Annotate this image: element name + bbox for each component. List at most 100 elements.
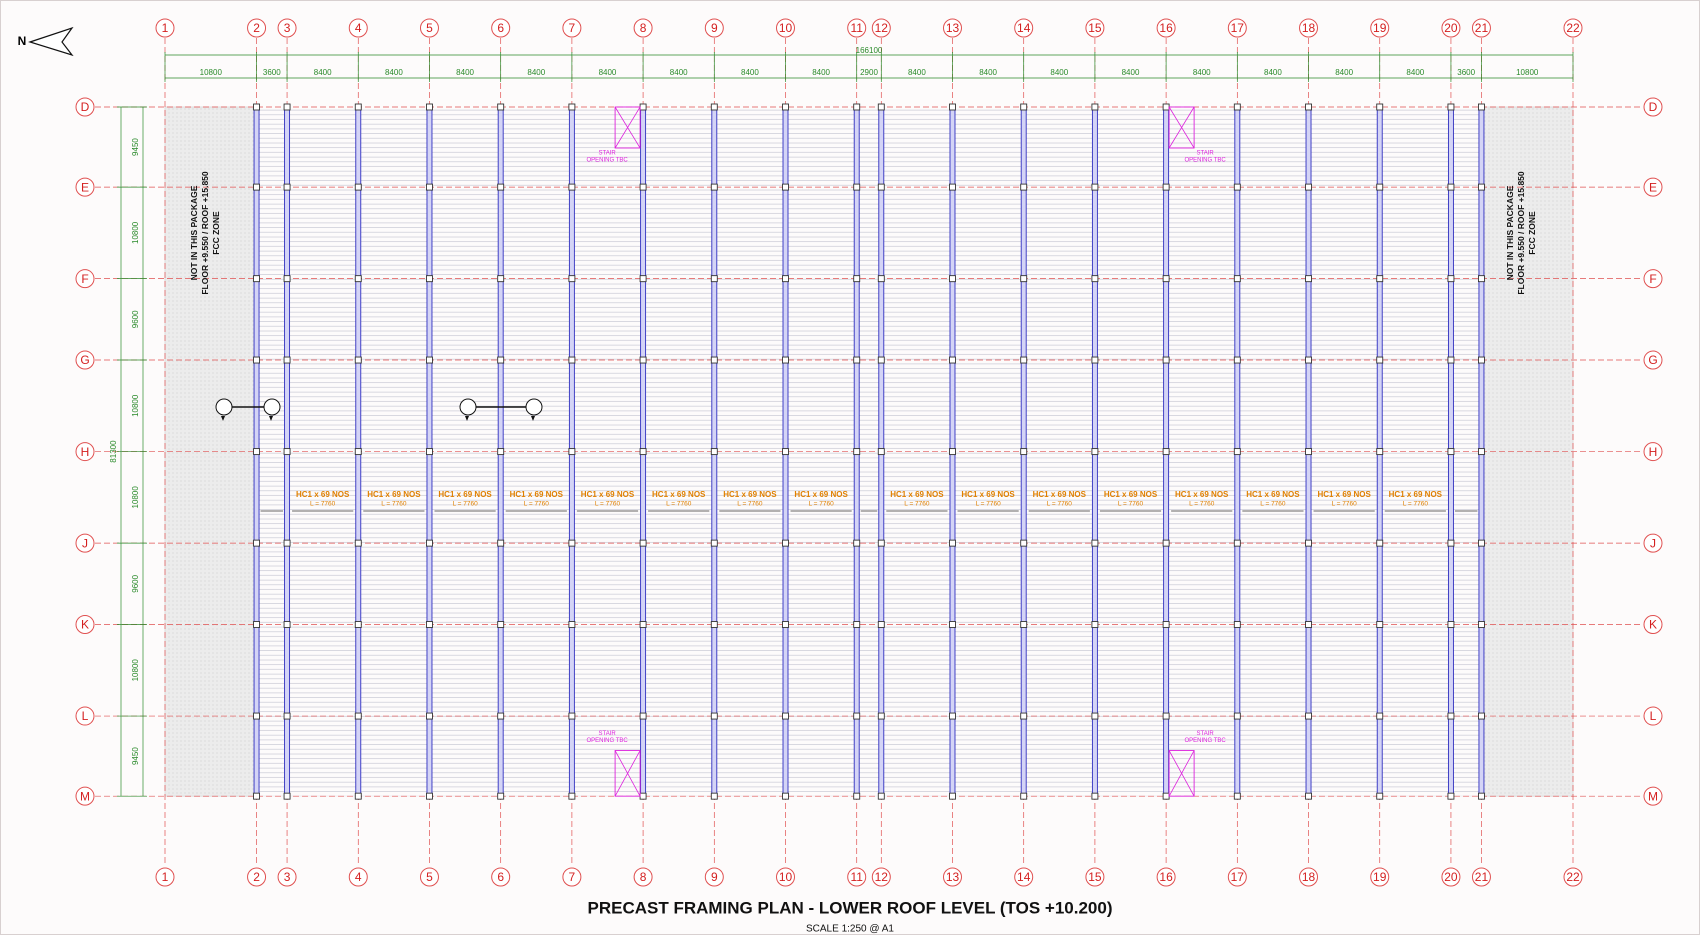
section-marker: [263, 398, 281, 416]
column: [426, 103, 433, 111]
grid-label: 9: [711, 870, 718, 884]
grid-bubble: [776, 867, 796, 887]
column: [710, 356, 718, 364]
column: [1478, 103, 1485, 111]
grid-label: F: [81, 272, 88, 286]
grid-bubble: [1299, 18, 1319, 38]
dimension-text: 8400: [1193, 68, 1211, 77]
grid-bubble: [1156, 18, 1176, 38]
dimension-text: 10800: [1516, 68, 1539, 77]
column: [497, 448, 505, 456]
grid-label: 14: [1017, 21, 1031, 35]
section-marker: [525, 398, 543, 416]
column: [1091, 103, 1099, 111]
slab-label: HC1 x 69 NOS: [961, 490, 1015, 499]
grid-bubble: [1370, 18, 1390, 38]
grid-label: 6: [497, 870, 504, 884]
column: [1305, 621, 1312, 628]
slab-length: L = 7760: [1260, 501, 1286, 508]
column: [1376, 539, 1384, 547]
grid-label: 17: [1231, 21, 1245, 35]
column: [1305, 275, 1312, 283]
column: [1447, 539, 1455, 547]
column: [877, 712, 885, 720]
grid-bubble: [562, 867, 582, 887]
column: [782, 183, 789, 191]
dimension-text: 8400: [670, 68, 688, 77]
grid-bubble: [491, 18, 511, 38]
column: [782, 356, 789, 364]
grid-bubble: [419, 867, 439, 887]
column: [1376, 183, 1384, 191]
stair-opening: [614, 750, 641, 797]
grid-bubble: [155, 18, 175, 38]
grid-label: 22: [1566, 21, 1580, 35]
dimension-text: 8400: [741, 68, 759, 77]
column: [1020, 448, 1028, 456]
grid-bubble: [1014, 867, 1034, 887]
slab-label: HC1 x 69 NOS: [1389, 490, 1443, 499]
column: [1233, 539, 1241, 547]
dimension-text: 9450: [131, 747, 140, 765]
column: [1233, 356, 1241, 364]
column: [568, 712, 576, 720]
grid-bubble: [704, 867, 724, 887]
section-marker: [215, 398, 233, 416]
column: [497, 712, 505, 720]
grid-label: 12: [875, 21, 889, 35]
column: [1447, 792, 1455, 800]
slab-length: L = 7760: [381, 501, 407, 508]
slab-length: L = 7760: [1189, 501, 1215, 508]
grid-bubble: [75, 615, 95, 635]
column: [1162, 356, 1170, 364]
column: [426, 448, 433, 456]
grid-bubble: [247, 867, 267, 887]
slab-label: HC1 x 69 NOS: [652, 490, 706, 499]
column: [877, 103, 885, 111]
column: [1478, 448, 1485, 456]
column: [283, 448, 291, 456]
column: [1447, 712, 1455, 720]
dimension-text: 10800: [200, 68, 223, 77]
column: [782, 539, 789, 547]
section-arrow: [221, 416, 225, 421]
grid-bubble: [942, 867, 962, 887]
column: [639, 448, 647, 456]
column: [710, 103, 718, 111]
column: [1305, 448, 1312, 456]
grid-bubble: [75, 177, 95, 197]
grid-label: K: [81, 618, 89, 632]
slab-label: HC1 x 69 NOS: [510, 490, 564, 499]
grid-bubble: [1014, 18, 1034, 38]
column: [497, 792, 505, 800]
grid-bubble: [247, 18, 267, 38]
zone-note-line: FLOOR +9.550 / ROOF +15.850: [200, 171, 210, 295]
column: [354, 183, 362, 191]
column: [568, 539, 576, 547]
column: [639, 539, 647, 547]
slab-label: HC1 x 69 NOS: [1246, 490, 1300, 499]
column: [1376, 356, 1384, 364]
dimension-text: 9450: [131, 138, 140, 156]
column: [497, 183, 505, 191]
column: [1162, 621, 1170, 628]
column: [1162, 792, 1170, 800]
column: [426, 712, 433, 720]
column: [354, 712, 362, 720]
column: [949, 448, 956, 456]
column: [782, 275, 789, 283]
zone-note: NOT IN THIS PACKAGEFLOOR +9.550 / ROOF +…: [189, 171, 221, 295]
dimension-text: 9600: [131, 310, 140, 328]
column: [1091, 183, 1099, 191]
column: [568, 275, 576, 283]
grid-label: 2: [253, 870, 260, 884]
stair-note: OPENING TBC: [586, 158, 628, 164]
column: [853, 792, 861, 800]
column: [949, 275, 956, 283]
grid-bubble: [871, 867, 891, 887]
dimension-text: 10800: [131, 486, 140, 509]
column: [1376, 621, 1384, 628]
column: [710, 448, 718, 456]
column: [1162, 103, 1170, 111]
